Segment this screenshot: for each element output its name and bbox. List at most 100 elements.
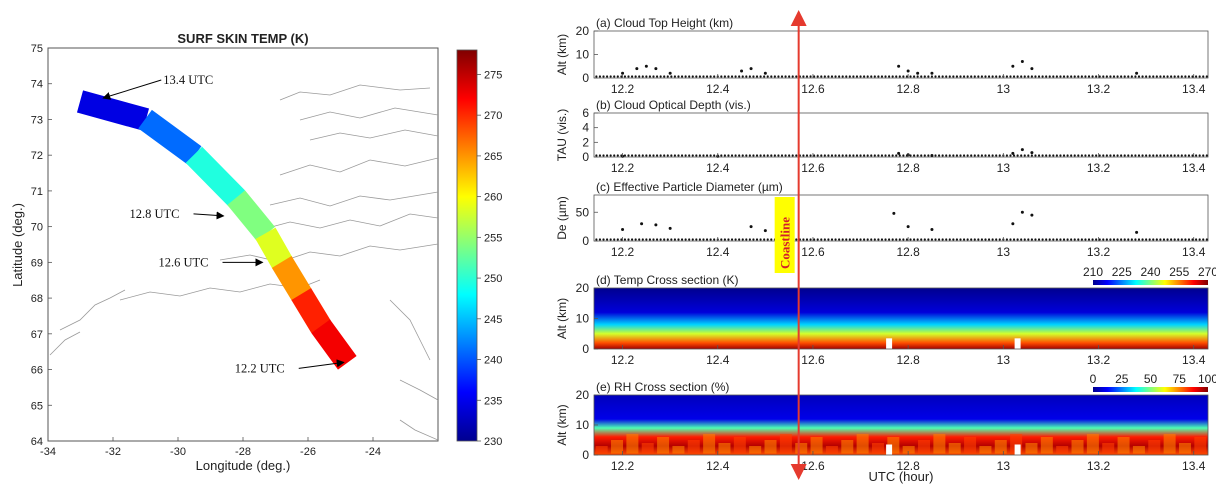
baseline-point — [1020, 75, 1023, 78]
baseline-point — [884, 75, 887, 78]
map-y-tick-label: 64 — [31, 436, 43, 448]
baseline-point — [648, 238, 652, 241]
swath-segment — [227, 190, 275, 242]
data-gap — [886, 444, 893, 455]
baseline-point — [1048, 75, 1051, 78]
annotation-label: 12.6 UTC — [159, 255, 209, 269]
rh-patch — [1163, 434, 1176, 454]
baseline-point — [734, 154, 737, 157]
baseline-point — [909, 154, 912, 157]
baseline-point — [745, 75, 748, 78]
baseline-point — [1195, 154, 1198, 157]
baseline-point — [684, 238, 687, 241]
baseline-point — [1037, 75, 1041, 78]
y-axis-label: TAU (vis.) — [555, 109, 569, 161]
x-tick-label: 13.4 — [1182, 245, 1206, 259]
baseline-point — [841, 75, 844, 78]
baseline-point — [1162, 154, 1166, 157]
baseline-point — [1102, 238, 1105, 241]
baseline-point — [1091, 154, 1094, 157]
baseline-point — [766, 238, 769, 241]
rh-patch — [672, 446, 685, 454]
baseline-point — [980, 238, 984, 241]
baseline-point — [1105, 75, 1108, 78]
baseline-point — [959, 238, 962, 241]
annotation-arrow — [298, 359, 345, 369]
baseline-point — [1195, 75, 1198, 78]
map-y-tick-label: 70 — [31, 222, 43, 234]
rh-patch — [1132, 446, 1145, 454]
baseline-point — [995, 75, 998, 78]
baseline-point — [630, 238, 634, 241]
baseline-point — [805, 75, 809, 78]
baseline-point — [752, 238, 755, 241]
baseline-point — [741, 75, 744, 78]
x-tick-label: 12.8 — [896, 161, 920, 175]
coastline-label: Coastline — [778, 217, 793, 269]
x-tick-label: 13.2 — [1087, 353, 1111, 367]
baseline-point — [752, 75, 755, 78]
baseline-point — [623, 154, 627, 157]
panel-title: (e) RH Cross section (%) — [596, 380, 729, 394]
baseline-point — [1084, 75, 1087, 78]
baseline-point — [859, 75, 862, 78]
baseline-point — [1077, 75, 1080, 78]
baseline-point — [688, 238, 691, 241]
baseline-point — [605, 75, 609, 78]
x-tick-label: 12.4 — [706, 459, 730, 473]
baseline-point — [688, 154, 691, 157]
y-tick-label: 0 — [582, 234, 589, 248]
baseline-point — [616, 75, 619, 78]
baseline-point — [1055, 154, 1058, 157]
baseline-point — [1009, 75, 1012, 78]
rh-patch — [718, 443, 731, 454]
baseline-point — [784, 154, 787, 157]
x-tick-label: 13.2 — [1087, 245, 1111, 259]
baseline-point — [934, 238, 937, 241]
baseline-point — [1177, 238, 1180, 241]
baseline-point — [1087, 154, 1091, 157]
baseline-point — [1027, 75, 1030, 78]
baseline-point — [755, 75, 759, 78]
rh-patch — [779, 434, 792, 454]
map-annotations: 13.4 UTC 12.8 UTC 12.6 UTC 12.2 UTC — [102, 73, 345, 375]
baseline-point — [773, 75, 776, 78]
baseline-point — [770, 75, 773, 78]
baseline-point — [1159, 154, 1162, 157]
baseline-point — [1034, 75, 1037, 78]
annotation-label: 12.2 UTC — [235, 361, 285, 375]
baseline-point — [805, 154, 809, 157]
baseline-point — [1055, 238, 1058, 241]
baseline-point — [959, 75, 962, 78]
baseline-point — [902, 75, 905, 78]
baseline-point — [680, 238, 684, 241]
baseline-point — [1070, 238, 1073, 241]
baseline-point — [855, 238, 859, 241]
baseline-point — [930, 238, 934, 241]
data-point — [668, 226, 672, 230]
baseline-point — [1087, 238, 1091, 241]
baseline-point — [1145, 154, 1148, 157]
baseline-point — [834, 75, 837, 78]
baseline-point — [1105, 154, 1108, 157]
baseline-point — [1059, 238, 1062, 241]
baseline-point — [816, 154, 819, 157]
baseline-point — [1066, 154, 1069, 157]
baseline-point — [905, 238, 909, 241]
baseline-point — [713, 154, 716, 157]
baseline-point — [1041, 238, 1044, 241]
swath-segment — [138, 109, 202, 165]
baseline-point — [695, 238, 698, 241]
baseline-point — [770, 154, 773, 157]
map-x-tick-label: -30 — [170, 446, 186, 458]
baseline-point — [987, 238, 991, 241]
baseline-point — [1137, 238, 1141, 241]
baseline-point — [709, 238, 712, 241]
baseline-point — [702, 238, 705, 241]
baseline-point — [655, 75, 659, 78]
baseline-point — [1177, 154, 1180, 157]
baseline-point — [613, 154, 616, 157]
rh-patch — [964, 437, 977, 454]
baseline-point — [880, 75, 884, 78]
baseline-point — [1187, 75, 1191, 78]
